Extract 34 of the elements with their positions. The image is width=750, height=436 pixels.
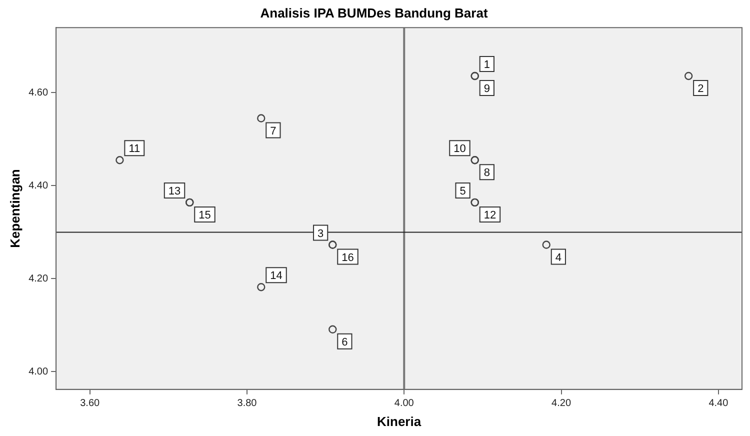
- annotation: 5: [460, 185, 466, 198]
- x-tick-label: 4.00: [394, 398, 414, 410]
- x-tick-label: 4.20: [552, 398, 572, 410]
- annotation: 13: [168, 185, 181, 198]
- annotation: 6: [342, 336, 348, 348]
- x-tick-label: 4.40: [708, 398, 729, 410]
- annotation: 3: [318, 228, 324, 240]
- annotation: 10: [454, 143, 466, 156]
- y-tick-label: 4.00: [28, 366, 48, 378]
- annotation: 1: [484, 58, 490, 71]
- point: [116, 156, 124, 164]
- y-tick-label: 4.20: [28, 273, 48, 284]
- annotation: 7: [270, 125, 276, 138]
- point: [542, 240, 550, 249]
- point: [328, 325, 337, 334]
- annotation: 14: [270, 270, 282, 282]
- x-axis-title: Kineria: [376, 414, 422, 429]
- point: [257, 282, 266, 292]
- annotation: 9: [484, 82, 490, 95]
- annotation: 15: [198, 209, 211, 222]
- annotation: 4: [555, 252, 562, 264]
- x-tick-label: 3.60: [80, 398, 100, 410]
- y-tick-label: 4.60: [28, 87, 48, 98]
- y-tick-label: 4.40: [28, 180, 48, 192]
- y-axis-title: Kepentingan: [7, 169, 22, 248]
- annotation: 11: [128, 143, 140, 156]
- point: [684, 72, 693, 80]
- annotation: 16: [342, 252, 354, 264]
- point: [257, 114, 266, 122]
- annotation: 2: [698, 82, 704, 95]
- x-tick-label: 3.80: [237, 398, 258, 410]
- annotation: 8: [484, 167, 490, 180]
- annotation: 12: [484, 209, 496, 222]
- chart-title: Analisis IPA BUMDes Bandung Barat: [260, 5, 488, 20]
